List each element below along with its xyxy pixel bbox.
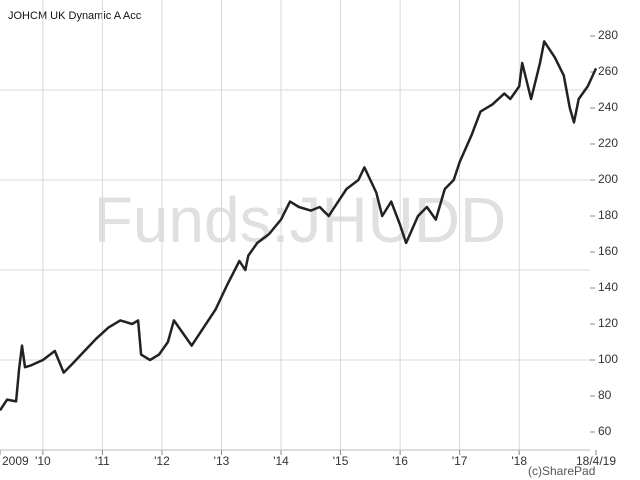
y-tick-label: 120 bbox=[598, 316, 618, 330]
x-tick-label: '18 bbox=[511, 454, 527, 468]
y-tick-label: 260 bbox=[598, 64, 618, 78]
x-tick-label: '13 bbox=[214, 454, 230, 468]
x-tick-label: '10 bbox=[35, 454, 51, 468]
x-tick-label: 18/4/19 bbox=[576, 454, 616, 468]
y-tick-label: 240 bbox=[598, 100, 618, 114]
y-tick-label: 80 bbox=[598, 388, 612, 402]
x-tick-label: '15 bbox=[333, 454, 349, 468]
credit: (c)SharePad bbox=[528, 464, 595, 478]
chart-title: JOHCM UK Dynamic A Acc bbox=[8, 10, 142, 22]
x-tick-label: '17 bbox=[452, 454, 468, 468]
x-tick-label: '14 bbox=[273, 454, 289, 468]
y-tick-label: 160 bbox=[598, 244, 618, 258]
y-tick-label: 280 bbox=[598, 28, 618, 42]
x-tick-label: '11 bbox=[95, 454, 110, 468]
y-tick-label: 100 bbox=[598, 352, 618, 366]
price-line bbox=[0, 40, 598, 412]
watermark: Funds:JHUDD bbox=[94, 184, 507, 256]
y-tick-label: 200 bbox=[598, 172, 618, 186]
y-tick-label: 140 bbox=[598, 280, 618, 294]
x-tick-label: '12 bbox=[154, 454, 170, 468]
x-tick-label: 2009 bbox=[2, 454, 29, 468]
y-tick-label: 60 bbox=[598, 424, 612, 438]
x-tick-label: '16 bbox=[392, 454, 408, 468]
y-tick-label: 220 bbox=[598, 136, 618, 150]
y-tick-label: 180 bbox=[598, 208, 618, 222]
